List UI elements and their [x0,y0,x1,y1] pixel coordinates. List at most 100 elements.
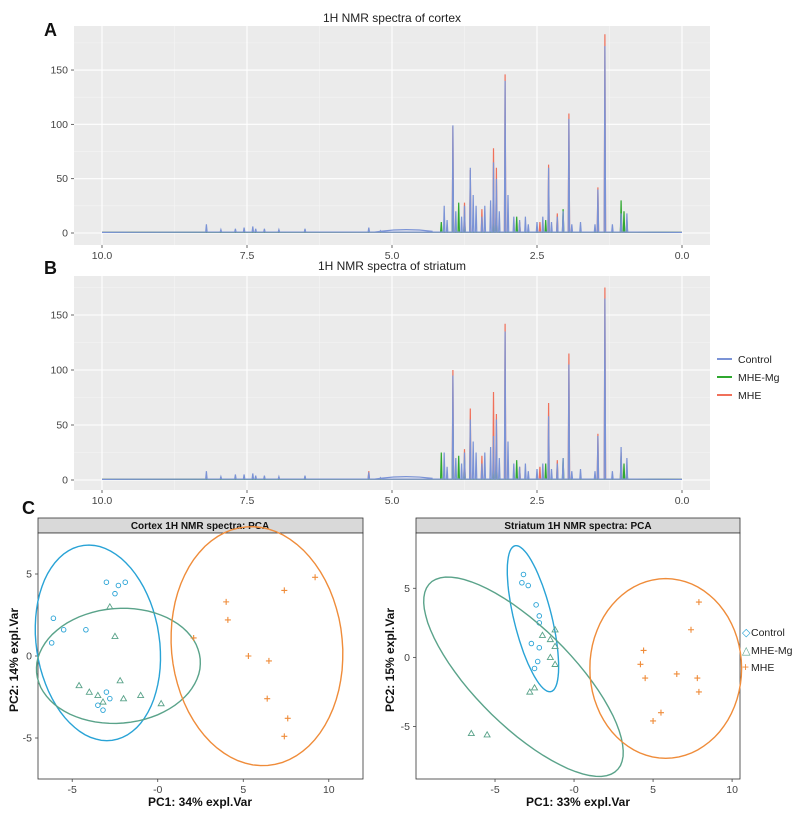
data-point-control [534,658,541,665]
data-point-mhe-mg [526,688,534,695]
confidence-ellipse-mhe [589,577,743,760]
x-tick-label: -0 [153,784,162,796]
data-point-mhe-mg [551,660,559,667]
data-point-mhe-mg [551,625,559,633]
water-residual-hump [374,476,433,480]
confidence-ellipse-mhe [170,525,344,767]
data-point-mhe [284,715,291,722]
y-tick-label: -5 [23,733,32,745]
y-tick-label: 0 [404,652,410,664]
data-point-mhe [673,670,680,677]
data-point-control [50,615,57,622]
x-tick-label: -5 [490,784,499,796]
spectrum-line-control [101,46,683,233]
data-point-mhe [642,675,649,682]
legend-label-mhe: MHE [738,390,761,402]
pca-legend-label-mhe: MHE [751,662,774,674]
y-tick-label: 150 [50,65,68,77]
data-point-mhe-mg [546,635,555,643]
x-tick-label: 10 [726,784,738,796]
x-tick-label: 2.5 [530,250,545,262]
plot-frame [415,532,741,780]
data-point-control [536,644,543,651]
x-tick-label: 10 [323,784,335,796]
confidence-ellipse-control [34,544,162,742]
y-tick-label: 100 [50,119,68,131]
x-tick-label: 2.5 [530,495,545,507]
x-tick-label: -0 [569,784,578,796]
y-tick-label: 150 [50,310,68,322]
data-point-mhe-mg [106,602,114,610]
plot-frame [37,532,364,780]
data-point-control [103,689,110,695]
data-point-control [520,571,527,578]
data-point-mhe [312,574,319,581]
spectra-legend: Control MHE-Mg MHE [717,354,780,402]
striatum-spectrum-chart: 10.0 7.5 5.0 2.5 0.0 0 50 100 150 1H NMR spectra … [50,259,710,507]
data-point-control [112,590,118,597]
data-point-mhe [281,587,288,594]
pca-legend: ◇ Control △ MHE-Mg + MHE [742,627,793,674]
panel-label-b: B [44,258,57,278]
data-point-control [115,582,122,589]
cortex-pca-xlabel: PC1: 34% expl.Var [148,795,252,809]
data-point-mhe-mg [551,642,559,649]
spectrum-line-control [101,298,683,480]
data-point-mhe [281,733,288,740]
data-point-mhe-mg [530,683,539,691]
striatum-pca-xlabel: PC1: 33% expl.Var [526,795,630,809]
data-point-control [122,579,128,585]
x-tick-label: 5 [240,784,246,796]
y-tick-label: 50 [56,420,68,432]
x-tick-label: 5.0 [385,495,400,507]
data-point-mhe [265,657,272,664]
data-point-mhe-mg [136,691,145,699]
cortex-spectrum-title: 1H NMR spectra of cortex [323,11,461,25]
data-point-control [103,579,110,585]
x-tick-label: 7.5 [240,250,255,262]
data-point-mhe-mg [157,699,165,707]
x-tick-label: 10.0 [92,495,113,507]
x-tick-label: 5.0 [385,250,400,262]
data-point-mhe [223,598,230,605]
data-point-mhe-mg [467,729,476,737]
data-point-mhe-mg [85,688,94,695]
data-point-mhe-mg [483,730,491,738]
pca-legend-label-control: Control [751,627,785,639]
data-point-mhe [190,634,197,641]
x-tick-label: -5 [68,784,77,796]
data-point-mhe [695,599,702,606]
y-tick-label: 5 [26,569,32,581]
legend-label-control: Control [738,354,772,366]
water-residual-hump [374,229,433,233]
data-point-mhe [245,653,252,659]
cortex-pca-title: Cortex 1H NMR spectra: PCA [131,521,269,532]
x-tick-label: 10.0 [92,250,113,262]
confidence-ellipse-mhe-mg [35,607,202,725]
data-point-mhe [640,647,647,654]
cortex-pca-ylabel: PC2: 14% expl.Var [7,608,21,712]
x-tick-label: 0.0 [675,250,690,262]
data-point-mhe-mg [546,653,555,661]
data-point-control [60,627,67,633]
panel-label-a: A [44,20,57,40]
data-point-mhe-mg [99,698,107,705]
data-point-control [528,640,535,647]
y-tick-label: 0 [26,651,32,663]
data-point-control [531,665,538,672]
legend-symbol-mhe: + [742,660,749,674]
data-point-mhe-mg [94,691,102,699]
data-point-mhe [637,661,644,668]
cortex-pca-chart: Cortex 1H NMR spectra: PCA PC1: 34% expl… [7,517,364,809]
data-point-mhe [650,717,657,724]
legend-symbol-mhe-mg: △ [742,645,751,657]
data-point-control [100,707,106,713]
data-point-mhe [694,675,701,682]
y-tick-label: 0 [62,475,68,487]
striatum-pca-ylabel: PC2: 15% expl.Var [383,608,397,712]
striatum-pca-chart: Striatum 1H NMR spectra: PCA PC1: 33% ex… [383,517,743,809]
data-point-mhe [688,626,695,633]
data-point-control [48,640,55,646]
striatum-pca-title: Striatum 1H NMR spectra: PCA [504,521,651,532]
